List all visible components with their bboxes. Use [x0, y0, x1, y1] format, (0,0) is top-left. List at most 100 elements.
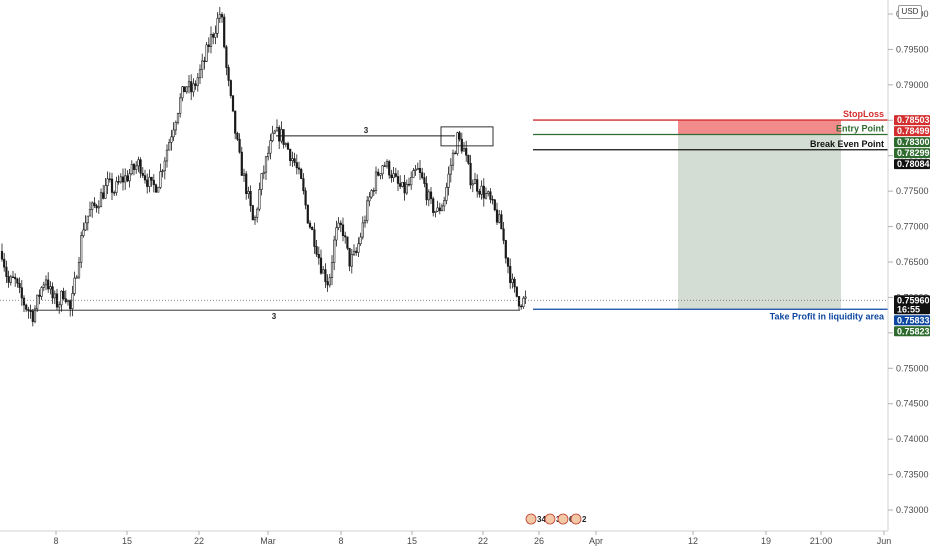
- candle-body: [176, 113, 180, 123]
- event-flag-icon: [557, 513, 569, 525]
- candle-body: [344, 235, 347, 238]
- candle-body: [355, 250, 358, 253]
- candle-body: [146, 179, 149, 187]
- candle-body: [487, 191, 490, 194]
- time-axis[interactable]: 8 15 22 Mar 8 15 22 26 Apr 12 19 21:00 Jun: [53, 531, 891, 546]
- candle-body: [484, 193, 488, 199]
- candle-body: [0, 251, 4, 260]
- candle-body: [506, 257, 510, 267]
- candle-body: [137, 159, 140, 167]
- candle-body: [482, 185, 485, 199]
- candle-body: [357, 243, 360, 253]
- price-tick-label: 0.76500: [896, 257, 929, 267]
- candle-body: [44, 279, 48, 286]
- candle-body: [20, 287, 23, 299]
- candle-body: [271, 132, 274, 141]
- reward-zone: [678, 134, 841, 310]
- level-label-entry: Entry Point: [836, 124, 884, 134]
- candle-body: [454, 152, 457, 155]
- candle-body: [399, 183, 402, 187]
- price-tick-label: 0.79000: [896, 80, 929, 90]
- candle-body: [218, 14, 221, 19]
- candle-body: [445, 187, 448, 201]
- candle-body: [212, 34, 215, 38]
- candle-body: [284, 143, 287, 145]
- candle-body: [465, 148, 468, 156]
- candle-body: [335, 227, 338, 241]
- candle-body: [478, 191, 481, 195]
- candle-body: [515, 286, 518, 297]
- candle-body: [174, 121, 177, 131]
- candle-body: [82, 229, 85, 237]
- candle-body: [388, 161, 391, 176]
- candle-body: [324, 269, 327, 282]
- candle-body: [121, 176, 125, 183]
- candle-body: [513, 278, 516, 288]
- price-tag: [894, 137, 930, 148]
- candle-body: [269, 140, 272, 154]
- price-tick-label: 0.74500: [896, 399, 929, 409]
- level-lines: StopLoss Entry Point Break Even Point Take …: [0, 109, 888, 321]
- candle-body: [51, 286, 54, 299]
- price-tag-label: 0.78084: [897, 159, 930, 169]
- candle-body: [370, 190, 373, 198]
- candle-body: [88, 209, 92, 217]
- candle-body: [434, 210, 437, 213]
- candle-body: [80, 235, 83, 263]
- candle-body: [302, 178, 305, 192]
- candle-body: [330, 262, 334, 279]
- candle-body: [102, 192, 105, 199]
- candle-body: [341, 224, 345, 236]
- candle-body: [60, 290, 63, 306]
- candle-body: [458, 132, 461, 140]
- candle-body: [113, 192, 116, 194]
- candle-body: [179, 97, 182, 114]
- candle-body: [383, 165, 386, 167]
- currency-label[interactable]: USD: [898, 5, 922, 19]
- candle-body: [469, 162, 472, 186]
- candle-body: [198, 69, 202, 79]
- candle-body: [143, 175, 147, 181]
- price-tick-label: 0.79500: [896, 44, 929, 54]
- event-markers[interactable]: 34362: [525, 513, 587, 525]
- candle-body: [495, 209, 499, 223]
- time-tick-label: 15: [407, 536, 417, 546]
- price-axis[interactable]: 0.800000.795000.790000.785000.780000.775…: [888, 9, 929, 515]
- candle-body: [273, 130, 276, 134]
- candle-body: [29, 310, 32, 312]
- candle-body: [423, 177, 426, 184]
- candle-body: [66, 300, 70, 303]
- candle-body: [194, 83, 197, 86]
- candle-body: [407, 183, 411, 186]
- candle-body: [234, 110, 237, 134]
- candle-body: [418, 168, 422, 173]
- candle-body: [11, 276, 15, 278]
- candle-body: [352, 250, 356, 255]
- candle-body: [326, 281, 329, 286]
- event-flag-icon: [570, 513, 582, 525]
- candle-body: [317, 254, 320, 259]
- candle-body: [14, 277, 17, 280]
- candle-body: [467, 154, 470, 164]
- candle-body: [106, 178, 109, 186]
- candle-body: [205, 44, 208, 62]
- candle-body: [110, 178, 114, 193]
- candle-body: [392, 173, 395, 178]
- candle-body: [414, 169, 417, 171]
- candle-body: [346, 236, 349, 249]
- candlestick-series: [0, 7, 527, 327]
- price-tag-time: 16:55: [897, 304, 920, 314]
- candle-body: [172, 129, 175, 138]
- candle-body: [451, 152, 455, 166]
- candle-body: [260, 173, 263, 190]
- candle-body: [421, 172, 424, 178]
- candle-body: [337, 222, 340, 228]
- candle-body: [25, 304, 28, 310]
- candle-body: [350, 253, 353, 267]
- candle-body: [258, 189, 261, 210]
- candle-body: [225, 46, 228, 68]
- candle-body: [223, 16, 226, 48]
- candle-body: [201, 60, 204, 71]
- candle-body: [500, 214, 503, 230]
